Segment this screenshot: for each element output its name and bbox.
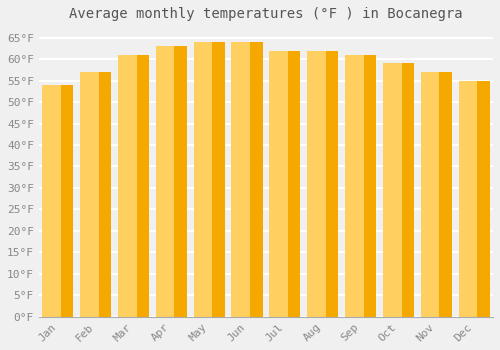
Title: Average monthly temperatures (°F ) in Bocanegra: Average monthly temperatures (°F ) in Bo… <box>69 7 462 21</box>
Bar <box>288 50 300 317</box>
Bar <box>326 50 338 317</box>
Bar <box>212 42 224 317</box>
Bar <box>80 72 98 317</box>
Bar <box>156 46 174 317</box>
Bar <box>232 42 250 317</box>
Bar <box>440 72 452 317</box>
Bar <box>61 85 74 317</box>
Bar <box>98 72 111 317</box>
Bar <box>383 63 402 317</box>
Bar <box>307 50 326 317</box>
Bar <box>402 63 414 317</box>
Bar <box>421 72 440 317</box>
Bar <box>477 80 490 317</box>
Bar <box>345 55 364 317</box>
Bar <box>250 42 262 317</box>
Bar <box>194 42 212 317</box>
Bar <box>364 55 376 317</box>
Bar <box>118 55 137 317</box>
Bar <box>42 85 61 317</box>
Bar <box>458 80 477 317</box>
Bar <box>136 55 149 317</box>
Bar <box>270 50 288 317</box>
Bar <box>174 46 187 317</box>
